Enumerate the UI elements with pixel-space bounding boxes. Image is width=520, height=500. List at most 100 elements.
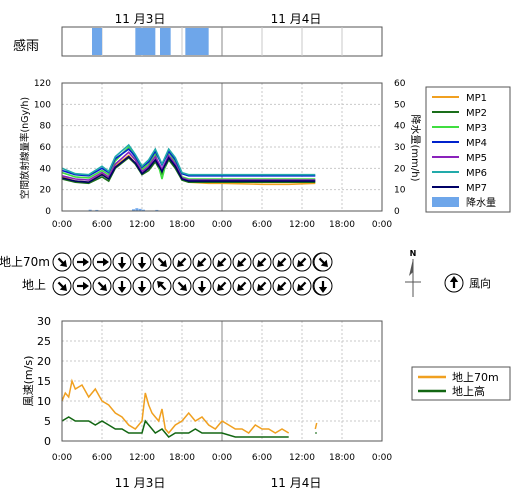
wind-arrow-head	[117, 263, 127, 269]
wind-speed-xtick: 6:00	[252, 453, 272, 463]
wind-arrow-shaft	[299, 257, 307, 265]
wind-arrow-glyph	[177, 257, 187, 267]
radiation-ytick-right: 40	[394, 122, 406, 132]
wind-arrow-glyph	[318, 281, 328, 293]
wind-arrow-head	[177, 259, 185, 267]
wind-arrow-head	[297, 283, 305, 291]
wind-arrow-head	[99, 283, 107, 291]
wind-arrow-glyph	[237, 257, 247, 267]
wind-speed-ylabel: 風速(m/s)	[22, 356, 35, 407]
wind-arrow-shaft	[239, 257, 247, 265]
wind-speed-series-70m	[314, 422, 318, 430]
wind-arrow-glyph	[318, 257, 328, 267]
wind-arrow-shaft	[279, 281, 287, 289]
radiation-ytick-left: 100	[34, 100, 51, 110]
wind-arrow-glyph	[449, 276, 459, 288]
radiation-ytick-right: 0	[394, 207, 400, 217]
wind-speed-xtick: 12:00	[289, 453, 315, 463]
wind-speed-xtick: 6:00	[92, 453, 112, 463]
wind-arrow-extra	[313, 252, 333, 272]
wind-arrow-glyph	[97, 257, 109, 267]
compass-legend	[405, 259, 421, 297]
radiation-rain-bar	[132, 209, 135, 211]
radiation-rain-bar	[138, 208, 142, 211]
wind-arrow-head	[137, 287, 147, 293]
radiation-series-mp3	[61, 145, 316, 180]
wind-speed-legend-box	[411, 366, 511, 401]
wind-arrow-glyph	[117, 257, 127, 269]
wind-arrow-glyph	[97, 281, 107, 291]
wind-arrow-head	[179, 283, 187, 291]
wind-arrow-shaft	[219, 281, 227, 289]
wind-arrow-glyph	[277, 281, 287, 291]
wind-arrow-shaft	[57, 281, 65, 289]
wind-arrow-shaft	[259, 257, 267, 265]
wind-arrow-glyph	[197, 257, 207, 267]
wind-arrow	[212, 276, 232, 296]
radiation-xtick: 0:00	[212, 220, 232, 230]
wind-arrow-shaft	[279, 257, 287, 265]
wind-speed-plot-frame	[61, 320, 383, 442]
wind-speed-legend-label: 地上70m	[452, 371, 499, 384]
wind-arrow-glyph	[77, 281, 89, 291]
rain-strip-label: 感雨	[13, 38, 39, 54]
radiation-legend-label: MP3	[466, 123, 487, 134]
radiation-rain-bar	[135, 208, 139, 211]
wind-speed-xtick: 0:00	[212, 453, 232, 463]
wind-arrow-head	[59, 283, 67, 291]
wind-arrow-head	[103, 257, 109, 267]
wind-arrow-head	[320, 259, 328, 267]
wind-arrow	[72, 252, 92, 272]
wind-arrow	[52, 252, 72, 272]
radiation-ytick-left: 60	[40, 143, 52, 153]
wind-arrow-head	[117, 287, 127, 293]
wind-speed-xtick: 0:00	[52, 453, 72, 463]
radiation-xtick: 6:00	[92, 220, 112, 230]
wind-arrow-head	[197, 259, 205, 267]
wind-arrow-head	[217, 259, 225, 267]
wind-speed-ytick: 0	[44, 435, 51, 448]
rain-strip-bar	[185, 28, 209, 55]
radiation-rain-bar	[142, 209, 145, 211]
wind-arrow-shaft	[219, 257, 227, 265]
wind-speed-xtick: 12:00	[129, 453, 155, 463]
radiation-ytick-left: 40	[40, 164, 52, 174]
wind-arrow	[92, 252, 112, 272]
wind-speed-ytick: 15	[37, 375, 51, 388]
wind-speed-series-ground	[61, 416, 289, 438]
wind-arrow	[132, 276, 152, 296]
radiation-legend-label: MP1	[466, 93, 487, 104]
radiation-series-mp5	[61, 151, 316, 181]
wind-arrow	[152, 252, 172, 272]
radiation-xtick: 18:00	[329, 220, 355, 230]
radiation-ytick-left: 20	[40, 186, 52, 196]
wind-arrow	[272, 252, 292, 272]
wind-arrow-head	[159, 259, 167, 267]
wind-arrow-glyph	[277, 257, 287, 267]
wind-arrow-extra	[313, 276, 333, 296]
wind-arrow	[152, 276, 172, 296]
wind-arrow	[112, 252, 132, 272]
wind-speed-ytick: 20	[37, 355, 51, 368]
radiation-legend-label: MP4	[466, 138, 487, 149]
wind-arrow-glyph	[217, 281, 227, 291]
radiation-legend: MP1 MP2 MP3 MP4 MP5 MP6 MP7 降水量	[425, 86, 511, 213]
wind-arrow-head	[277, 283, 285, 291]
wind-speed-xtick: 18:00	[169, 453, 195, 463]
radiation-legend-label: MP5	[466, 153, 487, 164]
wind-speed-legend-label: 地上高	[452, 384, 485, 398]
radiation-ytick-left: 0	[45, 207, 51, 217]
wind-arrow-shaft	[199, 257, 207, 265]
wind-direction-legend-arrow	[444, 273, 464, 293]
radiation-ytick-right: 50	[394, 100, 406, 110]
radiation-legend-rain-swatch	[432, 197, 459, 207]
compass-needle	[409, 259, 413, 276]
radiation-xtick: 0:00	[372, 220, 392, 230]
wind-arrow	[212, 252, 232, 272]
wind-arrow-head	[59, 259, 67, 267]
wind-arrow-shaft	[177, 281, 185, 289]
radiation-ytick-right: 10	[394, 186, 406, 196]
compass-north-label: N	[410, 249, 417, 258]
